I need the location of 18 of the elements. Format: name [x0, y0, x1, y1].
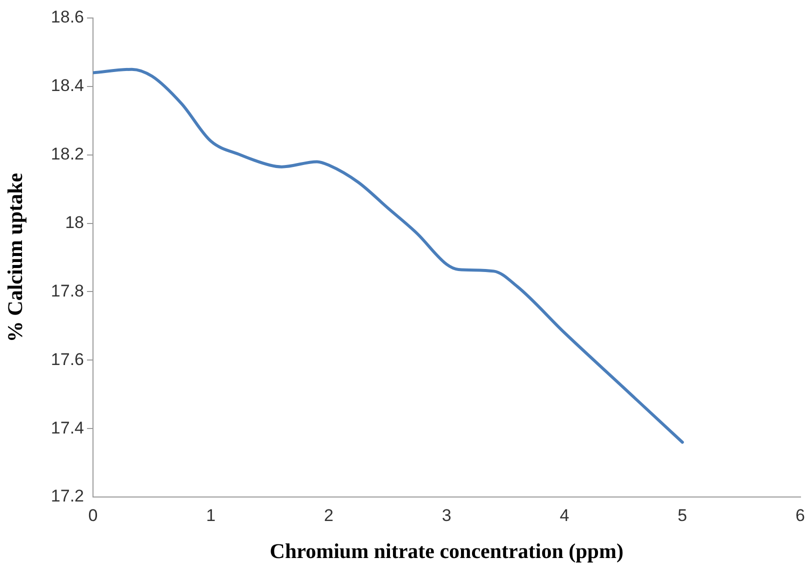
- line-series: [93, 68, 684, 444]
- y-axis-title: % Calcium uptake: [3, 172, 28, 342]
- y-tick-label: 18.6: [50, 8, 84, 27]
- y-tick-label: 18.2: [50, 144, 84, 164]
- y-tick-label: 18.4: [50, 76, 84, 96]
- y-tick-label: 17.6: [50, 350, 84, 369]
- y-tick-label: 17.4: [50, 418, 84, 438]
- x-tick-label: 5: [678, 506, 688, 525]
- x-axis-title: Chromium nitrate concentration (ppm): [270, 538, 624, 563]
- y-tick-label: 17.8: [50, 281, 84, 300]
- x-tick-label: 3: [442, 506, 452, 525]
- x-tick-label: 0: [88, 506, 98, 525]
- y-tick-label: 17.2: [50, 486, 84, 506]
- x-tick-label: 1: [206, 506, 216, 525]
- x-tick-label: 6: [796, 506, 806, 525]
- x-tick-label: 4: [560, 506, 570, 525]
- x-tick-label: 2: [324, 506, 334, 525]
- y-tick-label: 18: [65, 212, 84, 232]
